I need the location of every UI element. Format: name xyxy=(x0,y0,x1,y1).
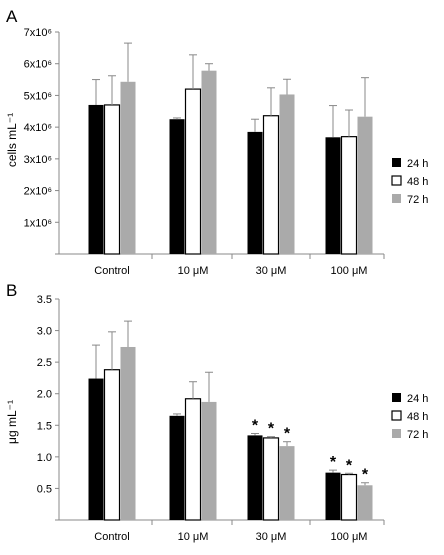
bar xyxy=(262,437,280,521)
legend-swatch xyxy=(391,175,402,186)
bar xyxy=(279,446,295,520)
x-tick-label: Control xyxy=(94,265,129,277)
significance-star: * xyxy=(330,454,337,471)
x-tick-label: 10 μM xyxy=(178,265,209,277)
chart-marks: 1x10⁶ 2x10⁶ 3x10⁶ 4x10⁶ 5x10⁶ 6x10⁶ 7x10⁶ Contr… xyxy=(24,27,429,543)
y-tick-label: 2.0 xyxy=(37,389,52,401)
bar xyxy=(325,137,341,254)
bar xyxy=(262,115,280,255)
significance-star: * xyxy=(362,467,369,484)
y-tick-label: 1x10⁶ xyxy=(24,217,52,229)
y-tick-label: 3x10⁶ xyxy=(24,154,52,166)
y-axis-label-a: cells mL⁻¹ xyxy=(5,113,19,167)
bar xyxy=(103,104,121,255)
legend-label: 24 h xyxy=(407,393,428,405)
y-tick-label: 3.5 xyxy=(37,294,52,306)
panel-label-a: A xyxy=(6,7,18,26)
bar xyxy=(184,88,202,255)
legend-swatch xyxy=(392,393,401,402)
legend-label: 24 h xyxy=(407,158,428,170)
legend-swatch xyxy=(391,410,402,421)
panel-label-b: B xyxy=(6,281,17,300)
bar xyxy=(325,472,341,520)
y-tick-label: 0.5 xyxy=(37,483,52,495)
bar xyxy=(169,415,185,520)
bar xyxy=(184,398,202,521)
significance-star: * xyxy=(284,426,291,443)
x-tick-label: 100 μM xyxy=(331,265,368,277)
significance-star: * xyxy=(346,457,353,474)
legend-swatch xyxy=(392,194,401,203)
y-tick-label: 5x10⁶ xyxy=(24,90,52,102)
x-tick-label: Control xyxy=(94,531,129,543)
y-axis-label-b: μg mL⁻¹ xyxy=(5,400,19,444)
bar xyxy=(201,70,217,254)
significance-star: * xyxy=(252,417,259,434)
y-tick-label: 1.5 xyxy=(37,420,52,432)
x-tick-label: 100 μM xyxy=(331,531,368,543)
bar xyxy=(120,346,136,520)
y-tick-label: 2x10⁶ xyxy=(24,186,52,198)
y-tick-label: 1.0 xyxy=(37,452,52,464)
bar xyxy=(120,81,136,254)
legend-label: 72 h xyxy=(407,429,428,441)
bar xyxy=(88,104,104,254)
bar xyxy=(357,485,373,520)
y-tick-label: 6x10⁶ xyxy=(24,59,52,71)
y-tick-label: 3.0 xyxy=(37,326,52,338)
legend-swatch xyxy=(392,158,401,167)
legend-label: 48 h xyxy=(407,176,428,188)
y-tick-label: 4x10⁶ xyxy=(24,122,52,134)
bar xyxy=(357,116,373,254)
significance-star: * xyxy=(268,421,275,438)
bar xyxy=(247,435,263,520)
bar xyxy=(88,378,104,520)
bar xyxy=(340,473,358,521)
y-tick-label: 7x10⁶ xyxy=(24,27,52,39)
bar xyxy=(103,369,121,521)
x-tick-label: 30 μM xyxy=(256,531,287,543)
legend-label: 48 h xyxy=(407,411,428,423)
x-tick-label: 10 μM xyxy=(178,531,209,543)
y-tick-label: 2.5 xyxy=(37,357,52,369)
bar xyxy=(247,131,263,254)
bar xyxy=(169,119,185,254)
bar xyxy=(201,401,217,520)
bar xyxy=(279,94,295,254)
bar xyxy=(340,136,358,255)
x-tick-label: 30 μM xyxy=(256,265,287,277)
legend-swatch xyxy=(392,429,401,438)
legend-label: 72 h xyxy=(407,194,428,206)
